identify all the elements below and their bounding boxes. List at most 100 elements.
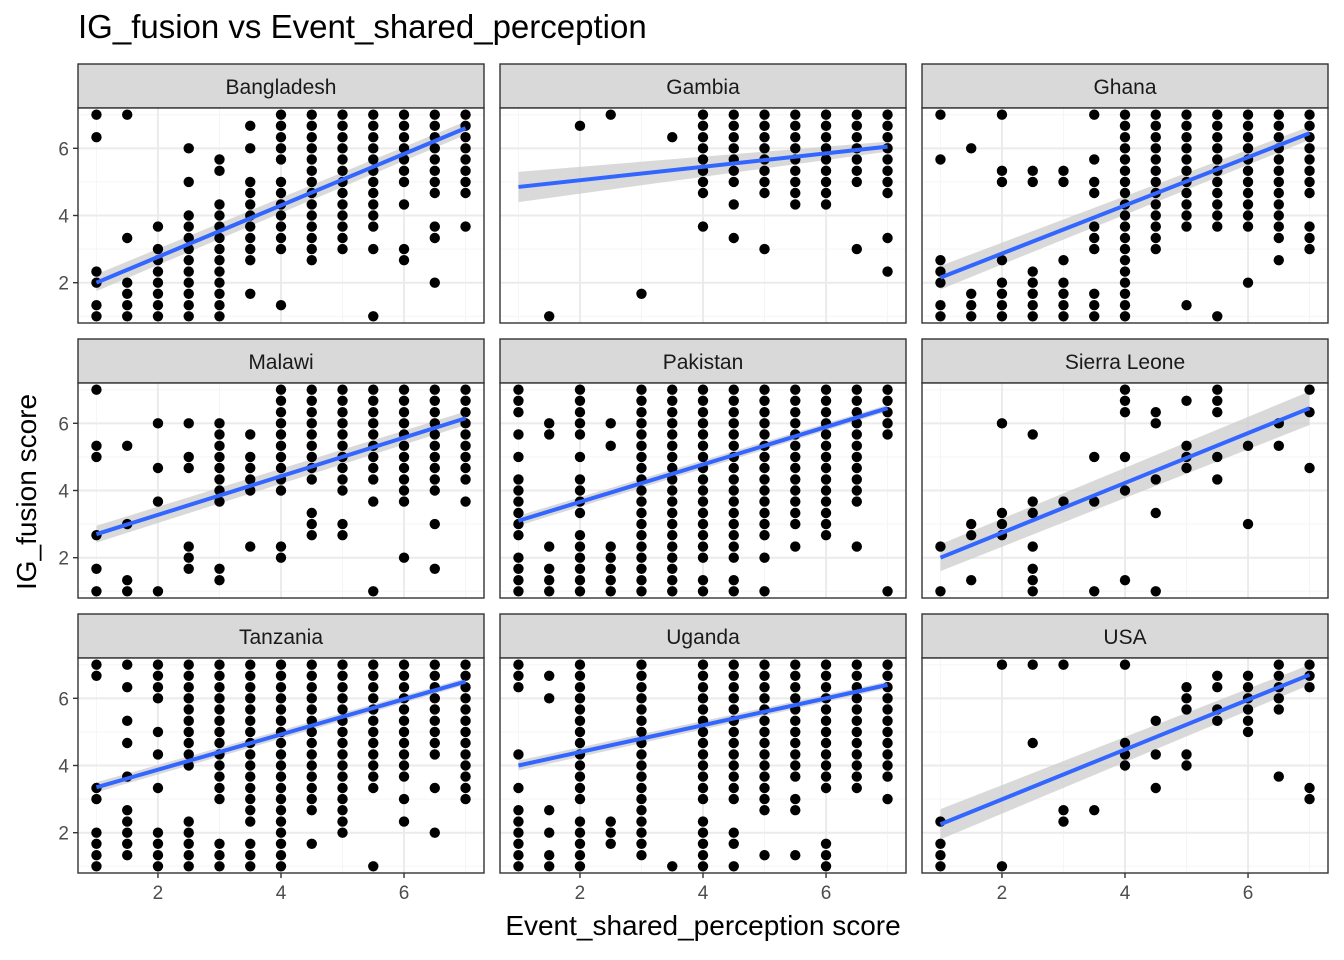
data-point [306,726,317,738]
data-point [368,109,379,120]
data-point [1058,816,1069,827]
data-point [1027,496,1038,507]
data-point [790,485,801,496]
data-point [1119,395,1131,407]
data-point [790,395,801,407]
data-point [820,176,832,188]
data-point [398,109,410,120]
data-point [1150,782,1161,794]
data-point [697,704,709,715]
data-point [882,726,893,738]
data-point [275,704,287,715]
data-point [214,838,225,849]
data-point [460,407,471,418]
data-point [245,670,256,682]
data-point [1212,132,1223,143]
data-point [667,541,678,552]
data-point [214,254,225,266]
data-point [1150,210,1161,221]
data-point [1273,109,1284,120]
data-point [636,804,647,816]
data-point [306,384,317,395]
data-point [728,165,739,177]
data-point [728,827,739,838]
data-point [398,407,410,418]
data-point [728,749,739,760]
data-point [460,384,471,395]
data-point [820,659,832,670]
data-point [245,143,256,154]
data-point [122,659,133,670]
data-point [605,418,616,429]
data-point [935,311,946,322]
data-point [1150,586,1161,597]
data-point [214,771,225,782]
data-point [636,507,647,519]
data-point [429,737,440,749]
data-point [368,311,379,322]
data-point [1242,518,1254,530]
data-point [245,120,256,132]
data-point [697,827,709,838]
data-point [183,816,194,827]
data-point [728,384,739,395]
data-point [728,199,739,210]
data-point [460,670,471,682]
data-point [214,574,225,586]
data-point [337,109,348,120]
data-point [697,132,709,143]
data-point [820,838,832,849]
data-point [697,187,709,199]
data-point [429,827,440,838]
data-point [152,462,164,474]
data-point [183,552,194,563]
data-point [245,782,256,794]
data-point [1181,440,1192,452]
data-point [636,827,647,838]
data-point [398,670,410,682]
data-point [697,574,709,586]
data-point [1150,109,1161,120]
data-point [820,462,832,474]
data-point [935,266,946,277]
data-point [1027,288,1038,299]
data-point [460,429,471,440]
data-point [851,670,862,682]
data-point [398,254,410,266]
data-point [1273,187,1284,199]
data-point [882,737,893,749]
data-point [306,793,317,805]
data-point [728,395,739,407]
data-point [667,451,678,463]
data-point [122,277,133,288]
data-point [275,849,287,861]
data-point [513,682,524,693]
data-point [1242,187,1254,199]
data-point [882,586,893,597]
data-point [728,109,739,120]
data-point [697,109,709,120]
data-point [306,199,317,210]
data-point [851,726,862,738]
data-point [214,782,225,794]
data-point [91,132,102,143]
data-point [574,760,586,771]
data-point [790,165,801,177]
data-point [429,407,440,418]
data-point [790,849,801,861]
data-point [636,793,647,805]
data-point [245,760,256,771]
data-point [667,552,678,563]
data-point [851,384,862,395]
data-point [1119,288,1131,299]
data-point [996,165,1008,177]
data-point [1181,109,1192,120]
data-point [1058,299,1069,311]
data-point [214,670,225,682]
data-point [851,771,862,782]
data-point [1181,704,1192,715]
data-point [1150,199,1161,210]
data-point [574,563,586,574]
data-point [820,120,832,132]
data-point [697,670,709,682]
